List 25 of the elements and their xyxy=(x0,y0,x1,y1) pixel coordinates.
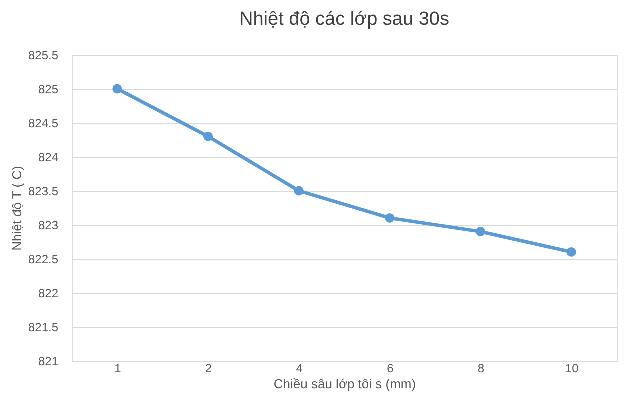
y-tick-label: 824.5 xyxy=(28,116,59,130)
x-tick-label: 2 xyxy=(205,362,212,376)
x-tick-label: 6 xyxy=(387,362,394,376)
point xyxy=(204,132,213,142)
y-tick-label: 825 xyxy=(38,82,59,96)
y-tick-label: 823.5 xyxy=(28,184,59,198)
x-tick-label: 4 xyxy=(296,362,304,376)
y-tick-label: 823 xyxy=(38,218,59,232)
y-axis-title: Nhiệt độ T ( C) xyxy=(9,166,24,251)
chart-title: Nhiệt độ các lớp sau 30s xyxy=(240,9,450,30)
x-axis-title: Chiều sâu lớp tôi s (mm) xyxy=(274,376,416,392)
y-tick-label: 822 xyxy=(38,286,59,300)
x-tick-label: 8 xyxy=(478,362,485,376)
x-tick-label: 10 xyxy=(565,362,580,376)
y-tick-label: 825.5 xyxy=(28,48,59,62)
point xyxy=(566,247,576,257)
y-tick-label: 821.5 xyxy=(28,320,59,334)
point xyxy=(112,84,122,94)
y-tick-label: 822.5 xyxy=(28,252,59,266)
x-tick-label: 1 xyxy=(114,362,122,376)
y-tick-label: 821 xyxy=(38,354,59,368)
point xyxy=(294,186,304,196)
point xyxy=(476,227,486,237)
point xyxy=(385,213,395,223)
y-tick-label: 824 xyxy=(38,150,59,164)
